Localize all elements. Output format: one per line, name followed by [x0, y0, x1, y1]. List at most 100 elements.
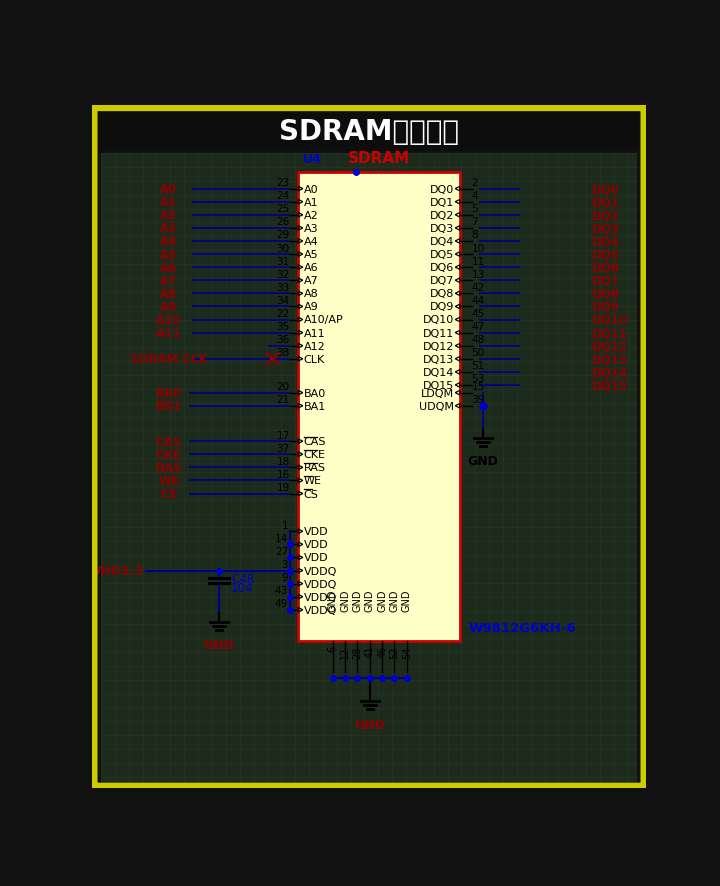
Bar	[298, 173, 460, 641]
Text: RAS: RAS	[304, 462, 325, 473]
Text: CS: CS	[304, 489, 318, 499]
Text: DQ1: DQ1	[431, 198, 454, 207]
Text: DQ12: DQ12	[423, 341, 454, 351]
Text: 104: 104	[231, 581, 253, 595]
Text: 10: 10	[472, 244, 485, 253]
Text: CAS: CAS	[304, 437, 326, 447]
Text: BA1: BA1	[304, 401, 325, 411]
Text: VDDQ: VDDQ	[304, 579, 337, 589]
Text: DQ4: DQ4	[430, 237, 454, 246]
Text: DQ10: DQ10	[593, 314, 629, 327]
Text: DQ6: DQ6	[431, 263, 454, 273]
Text: A11: A11	[156, 327, 181, 339]
Text: 17: 17	[276, 430, 289, 440]
Text: 7: 7	[472, 217, 478, 227]
Text: 43: 43	[275, 586, 288, 595]
Text: SDRAM芯片电路: SDRAM芯片电路	[279, 118, 459, 145]
Text: DQ14: DQ14	[423, 368, 454, 377]
Text: DQ14: DQ14	[593, 366, 629, 379]
Text: 32: 32	[276, 269, 289, 279]
Text: VDDQ: VDDQ	[304, 605, 337, 615]
Text: A5: A5	[304, 250, 318, 260]
Text: WE: WE	[158, 474, 179, 487]
Text: 35: 35	[276, 322, 289, 331]
Text: SDRAM CLK: SDRAM CLK	[130, 353, 207, 366]
Text: A2: A2	[160, 209, 177, 222]
Text: VDD: VDD	[304, 553, 328, 563]
Text: CLK: CLK	[304, 354, 325, 364]
Text: A7: A7	[160, 275, 177, 287]
Text: A6: A6	[304, 263, 318, 273]
Text: VDD: VDD	[304, 540, 328, 549]
Text: A2: A2	[304, 211, 318, 221]
Text: 28: 28	[353, 646, 362, 657]
Text: A0: A0	[160, 183, 177, 196]
Text: DQ10: DQ10	[423, 315, 454, 325]
Text: DQ6: DQ6	[593, 261, 621, 275]
Text: GND: GND	[354, 718, 385, 731]
Text: 29: 29	[276, 230, 289, 240]
Text: 34: 34	[276, 296, 289, 306]
Text: DQ5: DQ5	[431, 250, 454, 260]
Text: A4: A4	[160, 235, 178, 248]
Text: 3: 3	[282, 559, 288, 570]
Text: LDQM: LDQM	[421, 388, 454, 398]
Text: 41: 41	[365, 646, 375, 657]
Text: 50: 50	[472, 348, 485, 358]
Text: A3: A3	[160, 222, 177, 235]
Text: 31: 31	[276, 256, 289, 267]
Text: A8: A8	[304, 289, 318, 299]
Text: A0: A0	[304, 184, 318, 194]
Text: 38: 38	[276, 348, 289, 358]
Text: 33: 33	[276, 283, 289, 292]
Text: 22: 22	[276, 308, 289, 319]
Text: A1: A1	[304, 198, 318, 207]
Text: A3: A3	[304, 223, 318, 234]
Text: 51: 51	[472, 361, 485, 371]
Text: 37: 37	[276, 443, 289, 454]
Text: A12: A12	[304, 341, 325, 351]
Text: 21: 21	[276, 395, 289, 405]
Text: A11: A11	[304, 328, 325, 338]
Text: A4: A4	[304, 237, 318, 246]
Text: DQ7: DQ7	[430, 276, 454, 286]
Text: 49: 49	[275, 599, 288, 609]
Text: VDD: VDD	[304, 526, 328, 537]
Text: C48: C48	[231, 572, 254, 585]
Text: 6: 6	[328, 646, 338, 651]
Text: 14: 14	[275, 533, 288, 543]
Text: 27: 27	[275, 547, 288, 556]
Text: U4: U4	[303, 153, 322, 167]
Text: DQ15: DQ15	[423, 380, 454, 391]
Text: CS: CS	[160, 487, 178, 501]
Text: DQ7: DQ7	[593, 275, 620, 287]
Text: A9: A9	[160, 300, 178, 314]
Text: 46: 46	[377, 646, 387, 657]
Text: CAS: CAS	[156, 435, 182, 448]
Text: 47: 47	[472, 322, 485, 331]
Text: 16: 16	[276, 470, 289, 479]
Text: DQ9: DQ9	[430, 302, 454, 312]
Text: 2: 2	[472, 178, 478, 188]
Text: 54: 54	[402, 646, 412, 657]
Text: DQ2: DQ2	[593, 209, 620, 222]
Text: DQ11: DQ11	[423, 328, 454, 338]
Text: A8: A8	[160, 287, 178, 300]
Text: GND: GND	[402, 588, 412, 610]
Text: A9: A9	[304, 302, 318, 312]
Text: GND: GND	[204, 639, 234, 651]
Text: GND: GND	[467, 455, 498, 468]
Text: DQ3: DQ3	[431, 223, 454, 234]
Text: GND: GND	[377, 588, 387, 610]
Text: DQ4: DQ4	[593, 235, 621, 248]
Text: GND: GND	[365, 588, 375, 610]
Text: VDDQ: VDDQ	[304, 566, 337, 576]
Text: DQ13: DQ13	[423, 354, 454, 364]
Text: 45: 45	[472, 308, 485, 319]
Text: DQ8: DQ8	[430, 289, 454, 299]
Text: BA1: BA1	[156, 400, 182, 413]
Text: DQ12: DQ12	[593, 340, 629, 353]
Text: GND: GND	[340, 588, 350, 610]
Text: DQ8: DQ8	[593, 287, 621, 300]
Text: 24: 24	[276, 191, 289, 201]
